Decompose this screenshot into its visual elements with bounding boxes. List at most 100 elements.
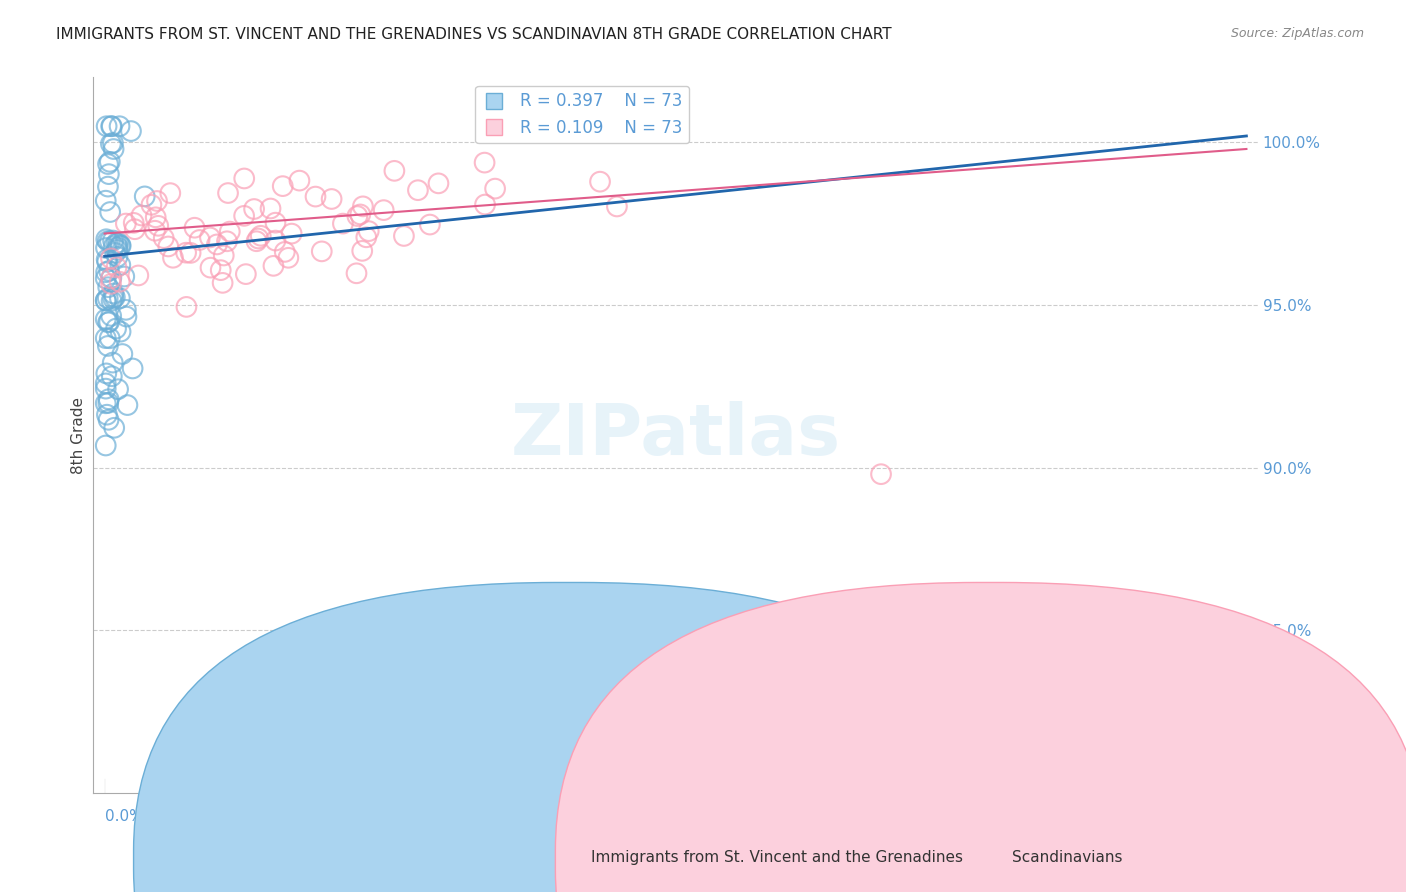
Point [110, 238, 132, 252]
Point [346, 209, 368, 223]
Point [124, 222, 146, 236]
Point [100, 271, 122, 285]
Point [280, 227, 302, 241]
Point [97, 234, 120, 248]
Point [96, 408, 118, 422]
Point [105, 321, 128, 335]
Point [108, 275, 131, 289]
Point [198, 230, 221, 244]
Point [176, 300, 198, 314]
Point [115, 302, 138, 317]
Point [98, 154, 121, 169]
Point [104, 290, 127, 304]
Point [162, 251, 184, 265]
Point [233, 209, 256, 223]
Point [288, 173, 311, 187]
Point [108, 291, 131, 305]
Point [217, 186, 239, 200]
Point [94, 265, 117, 279]
Point [115, 217, 138, 231]
Point [589, 175, 612, 189]
Point [157, 239, 180, 253]
Point [357, 224, 380, 238]
Point [94, 331, 117, 345]
Point [97, 157, 120, 171]
Point [321, 192, 343, 206]
Text: ZIPatlas: ZIPatlas [510, 401, 841, 470]
Point [98, 234, 121, 248]
Point [96, 232, 118, 246]
Point [97, 392, 120, 407]
Point [145, 211, 167, 225]
Point [97, 396, 120, 410]
Point [96, 367, 118, 381]
Point [235, 267, 257, 281]
Point [233, 171, 256, 186]
Point [94, 438, 117, 452]
Point [100, 271, 122, 285]
Point [134, 189, 156, 203]
Point [107, 235, 129, 250]
Text: 100.0%: 100.0% [1188, 809, 1247, 824]
Point [112, 269, 135, 284]
Point [97, 339, 120, 353]
Point [97, 280, 120, 294]
Text: Immigrants from St. Vincent and the Grenadines: Immigrants from St. Vincent and the Gren… [591, 850, 963, 865]
Point [104, 246, 127, 260]
Point [209, 263, 232, 277]
Point [427, 177, 450, 191]
Point [218, 225, 240, 239]
Point [205, 237, 228, 252]
Point [110, 325, 132, 339]
Point [271, 179, 294, 194]
Point [245, 234, 267, 248]
Point [152, 231, 174, 245]
Point [262, 259, 284, 273]
Point [200, 260, 222, 275]
Point [352, 244, 374, 258]
Point [96, 120, 118, 134]
Point [101, 355, 124, 369]
Point [148, 219, 170, 233]
Point [96, 252, 118, 267]
Point [159, 186, 181, 201]
Point [94, 194, 117, 208]
Point [94, 382, 117, 396]
Point [146, 194, 169, 208]
Point [277, 251, 299, 265]
Point [352, 199, 374, 213]
Point [215, 234, 238, 248]
Point [105, 260, 128, 275]
Point [212, 248, 235, 262]
Point [188, 233, 211, 247]
Point [101, 369, 124, 384]
Point [115, 310, 138, 324]
Point [94, 271, 117, 285]
Point [98, 264, 121, 278]
Text: Source: ZipAtlas.com: Source: ZipAtlas.com [1230, 27, 1364, 40]
Point [100, 136, 122, 151]
Point [121, 361, 143, 376]
Point [110, 258, 132, 272]
Point [356, 230, 378, 244]
Text: Scandinavians: Scandinavians [1012, 850, 1123, 865]
Point [264, 234, 287, 248]
Point [100, 309, 122, 323]
Point [143, 224, 166, 238]
Y-axis label: 8th Grade: 8th Grade [72, 397, 86, 474]
Legend: R = 0.397    N = 73, R = 0.109    N = 73: R = 0.397 N = 73, R = 0.109 N = 73 [475, 86, 689, 144]
Point [103, 239, 125, 253]
Point [247, 231, 270, 245]
Point [174, 245, 197, 260]
Point [180, 246, 202, 260]
Point [274, 244, 297, 259]
Point [474, 155, 496, 169]
Point [101, 136, 124, 150]
Point [94, 376, 117, 391]
Point [107, 382, 129, 396]
Point [100, 120, 122, 134]
Point [122, 216, 145, 230]
Point [94, 241, 117, 255]
Point [97, 413, 120, 427]
Point [100, 252, 122, 266]
